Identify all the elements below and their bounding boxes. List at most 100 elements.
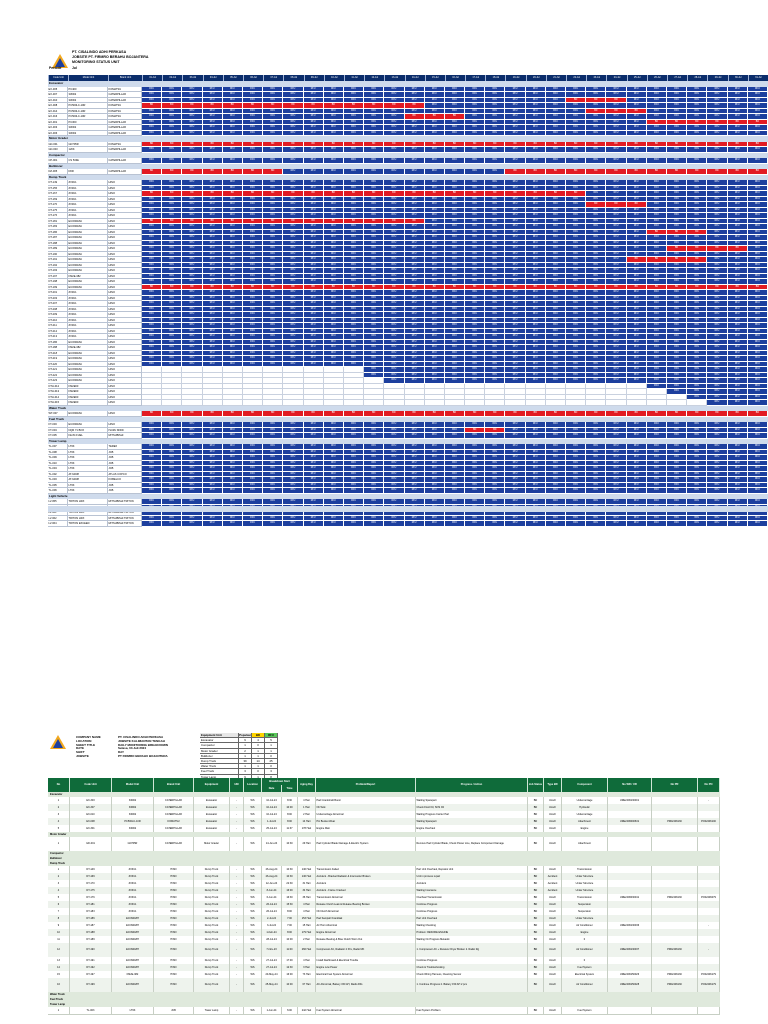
status-cell-rfu: RFU [343,92,365,98]
status-cell-rfu: RFU [545,97,567,103]
breakdown-cell: URE2406130036 [608,922,652,929]
summary-cell: 2 [239,748,252,753]
day-column-header: 01-Jul [142,75,163,81]
breakdown-cell: 14 [48,964,70,971]
breakdown-cell: WS [244,837,262,851]
breakdown-cell [608,837,652,851]
breakdown-cell: Excavator [194,804,230,811]
day-column-header: 25-Jul [626,75,647,81]
breakdown-cell: ZX3U1 [112,880,154,887]
breakdown-cell [652,964,698,971]
unit-row: EX-008 PC500LC-10R KOMATSU BD BD BD BD BD BD BD BD… [48,103,768,109]
breakdown-cell: Waiting Progress Carrier Part [416,811,528,818]
breakdown-cell: Remove Pad Cylinder Blade, Check Power L… [416,837,528,851]
summary-cell: Motor Grader [200,748,239,753]
breakdown-cell: URE2406150028 [608,978,652,992]
status-cell-bd: BD [162,103,183,109]
breakdown-cell: WS [244,901,262,908]
breakdown-cell: HINO [154,978,194,992]
breakdown-cell: 3-Jul-24 [262,922,282,929]
breakdown-cell: DT-192 [70,964,112,971]
status-cell-rfu: RFU [747,86,768,92]
breakdown-cell: Unsch [544,971,562,978]
breakdown-cell: - [230,964,244,971]
status-cell-rfu: RFU [162,92,183,98]
status-cell-rfu: RFU [687,97,708,103]
breakdown-cell: Check Wiring Harness, Cleaning Sensor [416,971,528,978]
breakdown-cell: Accident - Bracket Radiator & Intercoole… [316,873,416,880]
breakdown-cell: Unit in process repair [416,873,528,880]
breakdown-cell: - [230,922,244,929]
status-cell-rfu: RFU [263,97,284,103]
column-header: Component [562,778,608,792]
breakdown-cell: BD [528,922,544,929]
status-cell-rfu: RFU [465,86,486,92]
breakdown-cell [652,1007,698,1014]
breakdown-cell: - [230,837,244,851]
column-header: HM [230,778,244,792]
breakdown-cell: Air Conditioner [562,922,608,929]
unit-model: TRITON EXCEED [68,521,108,527]
status-cell-rfu: RFU [182,86,203,92]
breakdown-cell: BD [528,818,544,825]
summary-cell: 1 [265,748,278,753]
breakdown-cell: Under Structure [562,887,608,894]
breakdown-cell: 4 [48,818,70,825]
status-cell-rfu: RFU [242,86,264,92]
breakdown-cell: HINO [154,866,194,873]
breakdown-cell [652,837,698,851]
status-cell-rfu: RFU [283,86,304,92]
status-cell-rfu: RFU [667,521,688,527]
breakdown-cell: Unsch [544,894,562,901]
status-cell-rfu: RFU [424,92,445,98]
breakdown-cell: 67 Hari [298,978,316,992]
breakdown-cell: Oli Clutch Abnormal [316,908,416,915]
breakdown-cell: 11:00 [282,943,298,957]
breakdown-cell: DT-183 [70,908,112,915]
breakdown-cell: URE2406130001 [608,797,652,804]
breakdown-cell: Dump Truck [194,964,230,971]
breakdown-cell: 16:00 [282,971,298,978]
column-header: Equipment [194,778,230,792]
breakdown-cell: 2 [48,873,70,880]
breakdown-cell: ZX3U1 [112,894,154,901]
breakdown-cell: BD [528,811,544,818]
day-column-header: 14-Jul [404,75,425,81]
breakdown-cell: PR02406130 [652,943,698,957]
breakdown-cell: 11 [48,936,70,943]
day-column-header: 29-Jul [707,75,728,81]
breakdown-cell: Pad Sampah Kranditak [316,915,416,922]
breakdown-cell: 5 [48,825,70,832]
status-cell-rfu: RFU [626,521,647,527]
breakdown-cell: HINO [154,880,194,887]
breakdown-cell: WS [244,964,262,971]
breakdown-cell: PO02406079 [698,894,720,901]
status-cell-bd: BD [566,97,587,103]
breakdown-cell: WS [244,797,262,804]
breakdown-cell: Check Fluid Oil, SOS Oil [416,804,528,811]
breakdown-cell [698,804,720,811]
unit-brand: CATERPILLAR [108,92,142,98]
breakdown-cell: URE2406150026 [608,971,652,978]
breakdown-cell: 13 [48,957,70,964]
breakdown-cell: JCB [154,1007,194,1014]
breakdown-cell: - [698,922,720,929]
status-cell-rfu: RFU [687,86,708,92]
breakdown-cell: 27-Jul-24 [262,957,282,964]
status-cell-rfu: RFU [525,97,546,103]
breakdown-cell: BD [528,901,544,908]
status-cell-rfu: RFU [505,97,526,103]
day-column-header: 18-Jul [485,75,506,81]
breakdown-cell: HINO [154,873,194,880]
breakdown-row: 16 DT-199 ECO9018H HINO Dump Truck - WS 25-May-… [48,978,720,993]
status-cell-rfu: RFU [283,521,304,527]
breakdown-cell [608,825,652,832]
status-cell-rfu: RFU [222,86,243,92]
breakdown-cell: Suspension [562,901,608,908]
breakdown-cell: 26-Aug-24 [262,866,282,873]
breakdown-cell: Oli Tank [316,804,416,811]
summary-header: Equipment Unit [200,733,239,738]
breakdown-cell: PR02406130 [652,978,698,992]
breakdown-cell: Transmission Abnormal [316,894,416,901]
status-cell-rfu: RFU [626,86,647,92]
